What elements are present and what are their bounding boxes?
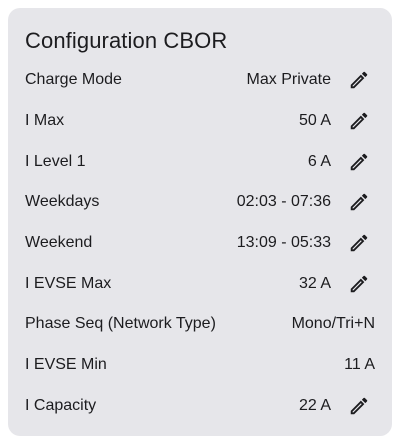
- pencil-icon: [350, 397, 368, 415]
- row-i-evse-max: I EVSE Max 32 A: [25, 263, 375, 304]
- row-value: 50 A: [298, 112, 331, 130]
- config-rows: Charge Mode Max Private I Max 50 A I Lev…: [25, 60, 375, 426]
- pencil-icon: [350, 234, 368, 252]
- row-value: 32 A: [298, 274, 331, 292]
- row-label: I Max: [25, 112, 65, 130]
- row-weekend: Weekend 13:09 - 05:33: [25, 223, 375, 264]
- row-value: 13:09 - 05:33: [236, 234, 331, 252]
- row-label: Charge Mode: [25, 71, 122, 89]
- row-value: 11 A: [344, 356, 375, 374]
- pencil-icon: [350, 112, 368, 130]
- config-card: Configuration CBOR Charge Mode Max Priva…: [8, 8, 392, 436]
- row-i-capacity: I Capacity 22 A: [25, 386, 375, 427]
- pencil-icon: [350, 153, 368, 170]
- row-phase-seq: Phase Seq (Network Type) Mono/Tri+N: [25, 304, 375, 345]
- row-label: I Capacity: [25, 396, 97, 414]
- row-label: I EVSE Min: [25, 356, 107, 374]
- pencil-icon: [350, 72, 368, 89]
- edit-i-max-button[interactable]: [347, 109, 371, 133]
- row-label: I EVSE Max: [25, 274, 112, 292]
- row-i-evse-min: I EVSE Min 11 A: [25, 345, 375, 386]
- edit-weekend-button[interactable]: [347, 231, 371, 255]
- row-label: Phase Seq (Network Type): [25, 315, 216, 333]
- row-i-level-1: I Level 1 6 A: [25, 141, 375, 182]
- row-value: 22 A: [298, 396, 331, 414]
- row-value: 6 A: [307, 152, 331, 170]
- row-value: 02:03 - 07:36: [236, 193, 331, 211]
- edit-weekdays-button[interactable]: [347, 190, 371, 214]
- pencil-icon: [350, 194, 368, 211]
- edit-i-capacity-button[interactable]: [347, 394, 371, 418]
- pencil-icon: [350, 275, 368, 293]
- row-i-max: I Max 50 A: [25, 101, 375, 142]
- row-value: Max Private: [246, 71, 331, 89]
- edit-charge-mode-button[interactable]: [347, 68, 371, 92]
- row-weekdays: Weekdays 02:03 - 07:36: [25, 182, 375, 223]
- row-label: Weekend: [25, 234, 93, 252]
- card-title: Configuration CBOR: [25, 28, 228, 53]
- row-label: I Level 1: [25, 152, 86, 170]
- edit-i-level-1-button[interactable]: [347, 150, 371, 174]
- row-value: Mono/Tri+N: [291, 315, 375, 333]
- edit-i-evse-max-button[interactable]: [347, 272, 371, 296]
- row-charge-mode: Charge Mode Max Private: [25, 60, 375, 101]
- row-label: Weekdays: [25, 193, 100, 211]
